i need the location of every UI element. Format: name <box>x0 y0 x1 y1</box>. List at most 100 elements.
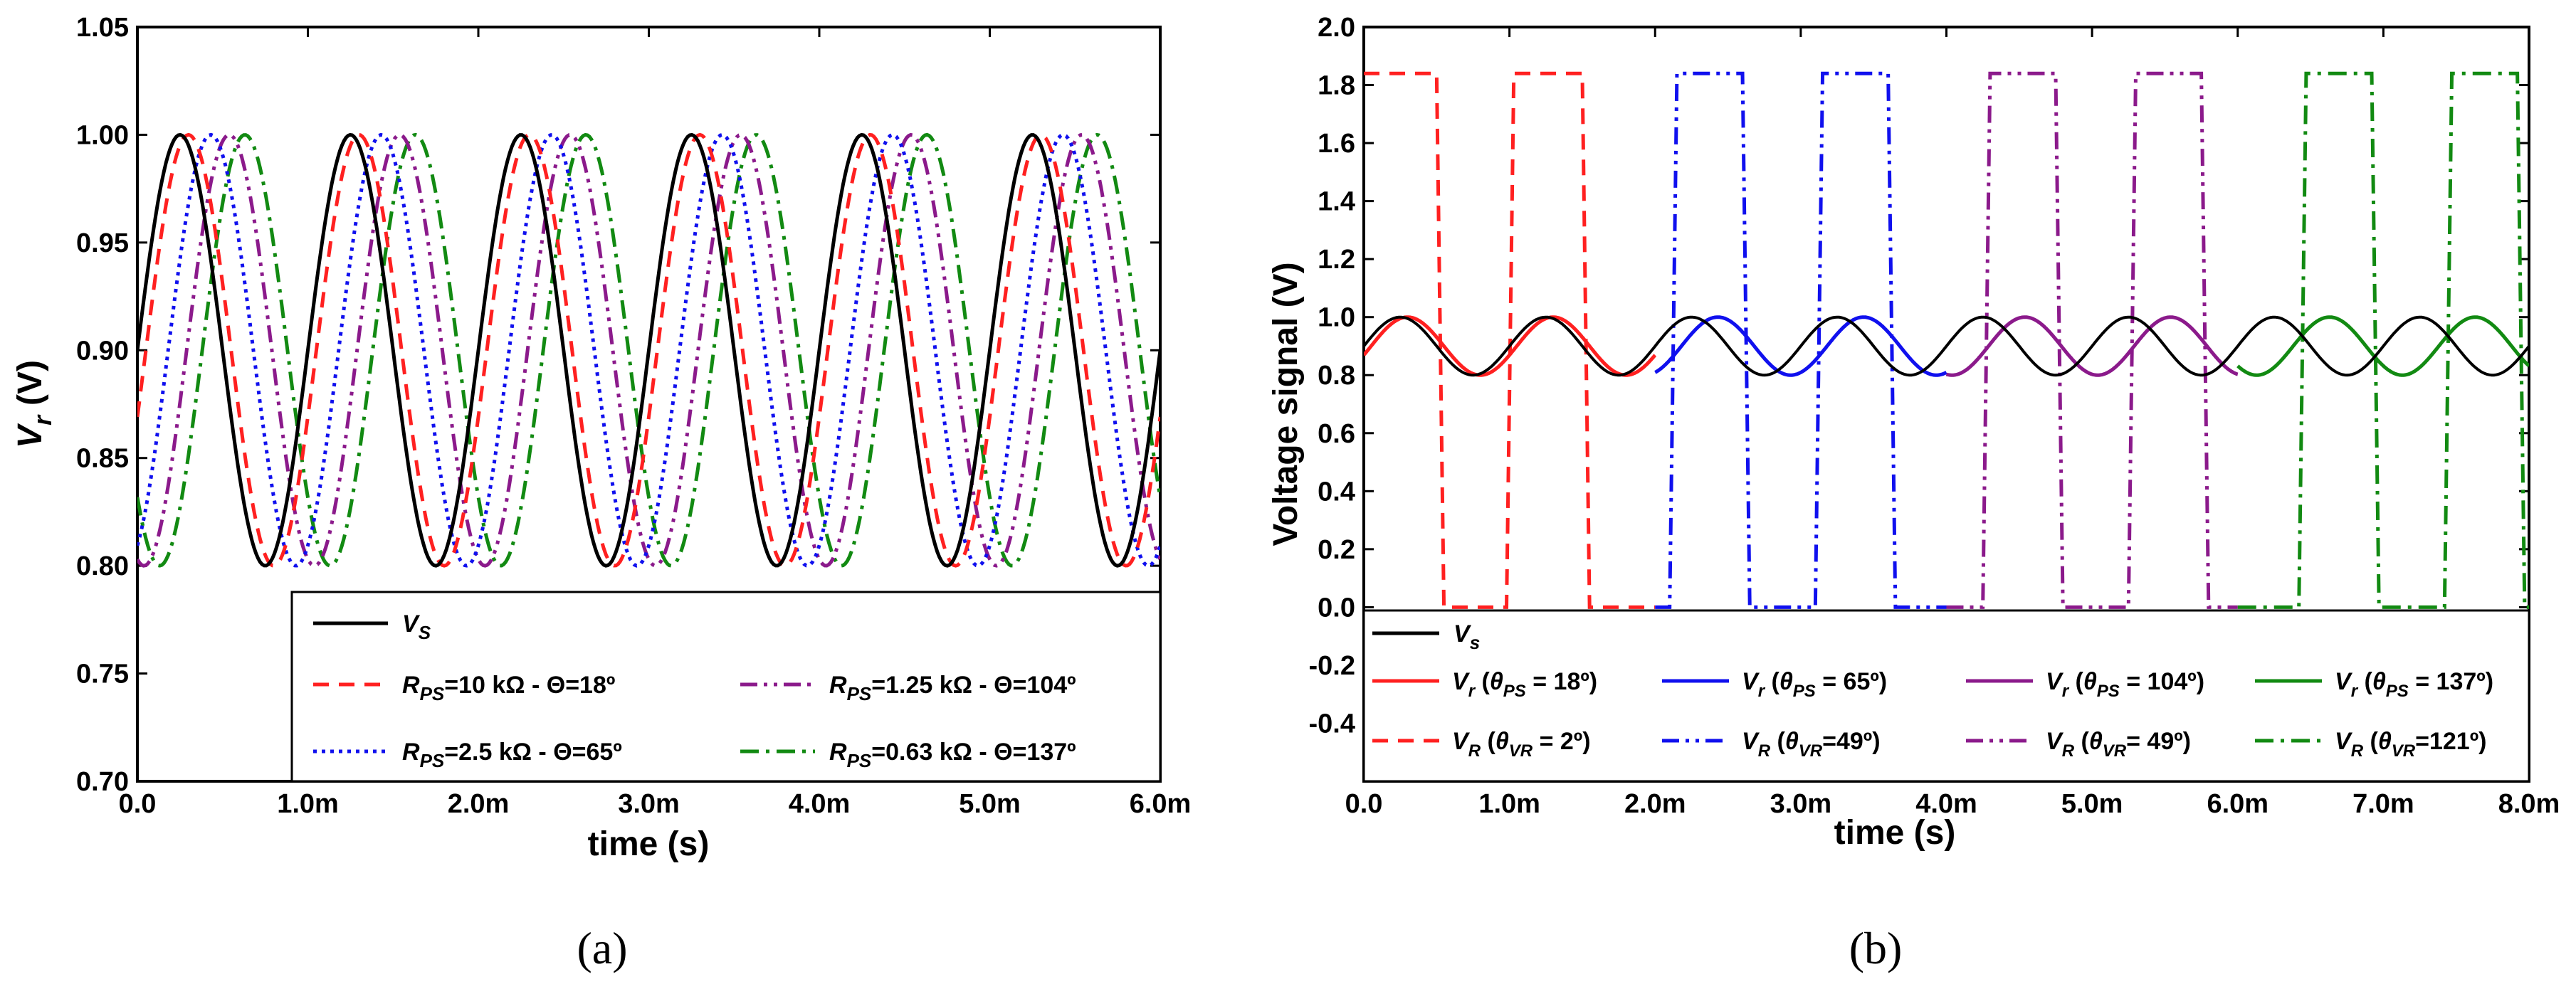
legend-paren: ( <box>1481 728 1495 755</box>
legend-label-value: = 104º) <box>2120 668 2204 695</box>
legend-paren: ( <box>2068 668 2083 695</box>
x-tick-label: 1.0m <box>277 789 339 819</box>
legend-paren: ( <box>2357 668 2372 695</box>
series-line-a0 <box>137 132 1160 568</box>
legend-paren: ( <box>1475 668 1490 695</box>
series-line-a4 <box>137 132 1160 568</box>
legend-entry-vR_series3: VR (θVR=121º) <box>2335 728 2486 761</box>
x-tick-label: 2.0m <box>448 789 510 819</box>
vr-line-b2 <box>1945 315 2239 377</box>
square-wave-b3 <box>2237 71 2529 609</box>
panel-b-caption-text: (b) <box>1849 923 1903 973</box>
y-tick-label: 0.0 <box>1318 593 1355 623</box>
legend-entry-a0: VS <box>402 610 431 643</box>
legend-entry-vR_series2: VR (θVR= 49º) <box>2046 728 2191 761</box>
x-tick-label: 3.0m <box>1770 789 1832 819</box>
x-tick-label: 4.0m <box>789 789 851 819</box>
x-tick-label: 2.0m <box>1624 789 1686 819</box>
legend-label-main: V <box>1742 668 1760 695</box>
y-tick-label: 1.6 <box>1318 129 1355 159</box>
x-tick-label: 8.0m <box>2498 789 2560 819</box>
panel-b-y-axis-label: Voltage signal (V) <box>1267 262 1305 546</box>
vr-line-b3 <box>2236 315 2529 377</box>
legend-label-sub: PS <box>847 750 872 771</box>
y-tick-label: -0.2 <box>1309 651 1355 681</box>
legend-entry-a3: RPS=2.5 kΩ - Θ=65º <box>402 739 622 771</box>
legend-paren: ( <box>1770 728 1785 755</box>
legend-entry-vR_series1: VR (θVR=49º) <box>1742 728 1881 761</box>
legend-theta: θ <box>1495 728 1509 755</box>
legend-paren: ( <box>1765 668 1779 695</box>
legend-theta-sub: PS <box>2097 682 2120 701</box>
series-line-a2 <box>137 132 1160 568</box>
y-tick-label: 1.2 <box>1318 245 1355 275</box>
x-tick-label: 5.0m <box>959 789 1021 819</box>
legend-label-main: V <box>2046 668 2064 695</box>
panel-a-x-axis-label: time (s) <box>588 825 710 863</box>
y-tick-label: 0.8 <box>1318 361 1355 391</box>
panel-a-ylabel-main: V <box>11 423 49 448</box>
legend-label-sub: R <box>1468 741 1481 761</box>
legend-entry-vr_series3: Vr (θPS = 137º) <box>2335 668 2493 701</box>
y-tick-label: 0.85 <box>76 444 129 474</box>
legend-theta-sub: VR <box>1799 741 1823 761</box>
legend-label-sub: r <box>2351 682 2359 701</box>
legend-paren: ( <box>2363 728 2378 755</box>
legend-label-sub: s <box>1470 632 1480 653</box>
legend-entry-source: Vs <box>1453 620 1480 653</box>
panel-a-caption-text: (a) <box>577 923 627 973</box>
y-tick-label: 1.4 <box>1318 187 1355 217</box>
legend-label-sub: PS <box>420 683 445 704</box>
legend-theta-sub: VR <box>2103 741 2127 761</box>
legend-paren: ( <box>2074 728 2089 755</box>
legend-label-main: R <box>402 672 420 699</box>
panel-b: 0.0 1.0m 2.0m 3.0m 4.0m 5.0m 6.0m 7.0m 8.0m -0.4 -… <box>1267 13 2560 973</box>
legend-label-value: =49º) <box>1822 728 1880 755</box>
panel-b-series <box>1364 71 2529 620</box>
x-tick-label: 6.0m <box>2207 789 2269 819</box>
legend-theta-sub: PS <box>1793 682 1816 701</box>
y-tick-label: 0.4 <box>1318 477 1355 507</box>
legend-label-rest: =2.5 kΩ - Θ=65º <box>444 739 622 766</box>
legend-label-sub: PS <box>847 683 872 704</box>
legend-label-sub: S <box>419 622 431 643</box>
vr-line-b0 <box>1364 315 1657 377</box>
legend-label-value: = 18º) <box>1526 668 1597 695</box>
legend-label-main: V <box>2046 728 2064 755</box>
legend-label-value: =121º) <box>2415 728 2486 755</box>
legend-label-main: V <box>1453 620 1472 647</box>
legend-label-main: R <box>829 672 847 699</box>
legend-label-rest: =10 kΩ - Θ=18º <box>444 672 615 699</box>
legend-label-sub: R <box>2351 741 2364 761</box>
y-tick-label: 0.90 <box>76 336 129 366</box>
legend-theta-sub: VR <box>2392 741 2416 761</box>
y-tick-label: 0.6 <box>1318 419 1355 449</box>
legend-label-rest: =0.63 kΩ - Θ=137º <box>871 739 1076 766</box>
legend-theta-sub: PS <box>1503 682 1526 701</box>
legend-label-main: V <box>2335 728 2353 755</box>
legend-theta: θ <box>2378 728 2392 755</box>
x-tick-label: 0.0 <box>119 789 157 819</box>
legend-label-sub: PS <box>420 750 445 771</box>
legend-entry-vR_series0: VR (θVR = 2º) <box>1452 728 1591 761</box>
series-line-a1 <box>137 132 1160 568</box>
panel-a-ylabel-unit: (V) <box>11 360 49 406</box>
legend-label-value: = 137º) <box>2409 668 2493 695</box>
x-tick-label: 7.0m <box>2352 789 2414 819</box>
legend-label-main: V <box>1742 728 1760 755</box>
legend-theta: θ <box>2372 668 2386 695</box>
legend-theta: θ <box>2083 668 2097 695</box>
x-tick-label: 6.0m <box>1130 789 1192 819</box>
y-tick-label: 0.95 <box>76 228 129 258</box>
y-tick-label: 0.70 <box>76 767 129 797</box>
y-tick-label: 0.2 <box>1318 535 1355 565</box>
legend-entry-a1: RPS=10 kΩ - Θ=18º <box>402 672 615 704</box>
panel-b-x-axis-label: time (s) <box>1834 814 1956 852</box>
legend-label-sub: r <box>1468 682 1476 701</box>
square-wave-b1 <box>1655 71 1947 609</box>
y-tick-label: 1.00 <box>76 120 129 150</box>
legend-theta-sub: VR <box>1509 741 1533 761</box>
legend-label-sub: R <box>2062 741 2075 761</box>
